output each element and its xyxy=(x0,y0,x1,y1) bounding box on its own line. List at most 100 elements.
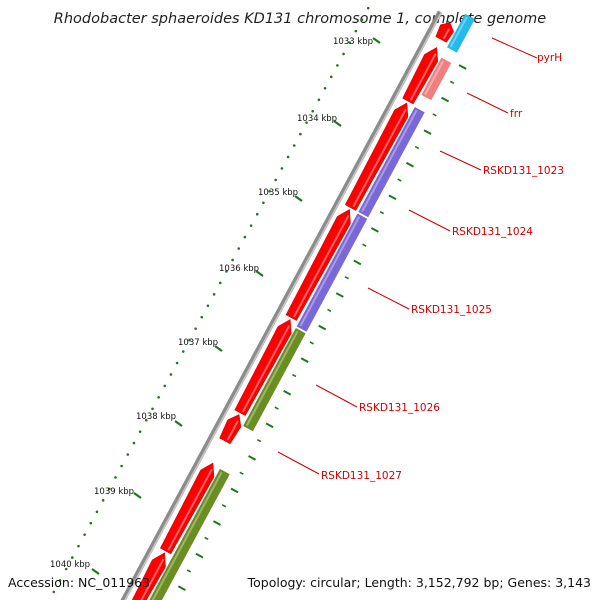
ruler-dot xyxy=(58,579,62,582)
tick-mark xyxy=(335,292,344,298)
kbp-label: 1039 kbp xyxy=(94,487,134,497)
kbp-tick xyxy=(255,270,264,277)
ruler-dot xyxy=(89,521,93,525)
ruler-dot xyxy=(292,144,296,147)
ruler-dot xyxy=(194,327,197,330)
gene-label[interactable]: pyrH xyxy=(537,52,562,64)
ruler-dot xyxy=(200,315,204,319)
ruler-dot xyxy=(317,98,321,102)
ruler-dot xyxy=(348,41,352,44)
tick-mark xyxy=(353,259,362,266)
ruler-dot xyxy=(126,453,130,456)
ruler-dot xyxy=(114,476,117,479)
ruler-dot xyxy=(144,418,148,422)
ruler-dot xyxy=(95,510,99,514)
cds-gloss xyxy=(409,53,437,101)
ruler-dot xyxy=(329,75,333,79)
gene-leader-line xyxy=(491,37,538,59)
ruler-dot xyxy=(305,121,308,124)
ruler-dot xyxy=(83,533,86,536)
ruler-dot xyxy=(138,430,142,433)
tick-mark xyxy=(344,276,349,280)
tick-mark xyxy=(256,438,262,443)
ruler-dot xyxy=(231,258,234,262)
feature-gloss xyxy=(424,60,444,95)
pyrH-feature xyxy=(446,13,476,53)
tick-mark xyxy=(432,113,437,117)
ruler-dot xyxy=(286,155,290,159)
tick-mark xyxy=(414,145,420,150)
cds-gloss xyxy=(293,215,350,318)
ruler-dot xyxy=(268,190,271,193)
kbp-tick xyxy=(214,345,223,352)
ruler-dot xyxy=(157,396,160,399)
feature-gloss xyxy=(245,330,299,426)
tick-mark xyxy=(379,210,385,215)
feature-gloss xyxy=(361,109,418,213)
tick-mark xyxy=(423,129,432,135)
cds-gloss xyxy=(352,108,407,208)
rskd131-1027-feature xyxy=(149,468,230,600)
gene-label[interactable]: RSKD131_1027 xyxy=(321,470,402,482)
ruler-dot xyxy=(311,109,315,113)
gene-leader-line xyxy=(315,384,358,408)
ruler-dot xyxy=(342,52,345,56)
tick-mark xyxy=(204,536,209,541)
tick-mark xyxy=(248,455,257,461)
kbp-label: 1036 kbp xyxy=(219,264,259,274)
kbp-dot-track xyxy=(52,6,370,594)
gene-label[interactable]: RSKD131_1025 xyxy=(411,304,492,316)
gene-leader-line xyxy=(439,150,482,171)
kbp-label: 1038 kbp xyxy=(136,412,176,422)
gene-label[interactable]: RSKD131_1026 xyxy=(359,402,440,414)
forward-cds-arrow xyxy=(159,462,215,555)
gene-label[interactable]: frr xyxy=(510,108,523,120)
kbp-tick xyxy=(133,492,142,499)
kbp-tick xyxy=(333,120,342,127)
ruler-dot xyxy=(206,304,210,308)
ruler-dot xyxy=(274,178,278,182)
cds-gloss xyxy=(140,558,165,600)
forward-cds-arrow xyxy=(344,102,409,211)
ruler-dot xyxy=(169,373,173,376)
ruler-dot xyxy=(323,87,327,90)
cds-gloss xyxy=(167,468,213,551)
cds-gloss xyxy=(226,420,239,441)
tick-mark xyxy=(309,341,314,345)
ruler-dot xyxy=(120,464,123,468)
ruler-dot xyxy=(225,270,228,273)
backbone-line xyxy=(120,10,443,600)
forward-cds-arrow xyxy=(219,414,242,445)
gene-label[interactable]: RSKD131_1023 xyxy=(483,165,564,177)
cds-gloss xyxy=(241,325,291,413)
rskd131-1024-feature xyxy=(296,213,368,332)
kbp-label: 1034 kbp xyxy=(297,114,337,124)
rskd131-1023-feature xyxy=(358,106,425,218)
kbp-label: 1037 kbp xyxy=(178,338,218,348)
ruler-dot xyxy=(151,407,154,411)
ruler-dot xyxy=(77,544,80,548)
gene-label[interactable]: RSKD131_1024 xyxy=(452,226,533,238)
ruler-dot xyxy=(218,281,222,285)
ruler-dot xyxy=(354,29,358,33)
kbp-label: 1040 kbp xyxy=(50,560,90,570)
ruler-dot xyxy=(101,499,105,502)
kbp-tick xyxy=(294,195,303,202)
kbp-tick xyxy=(91,568,100,575)
ruler-dot xyxy=(64,567,68,571)
backbone-track xyxy=(120,10,443,600)
feature-gloss xyxy=(151,471,223,600)
frr-feature xyxy=(421,57,452,101)
ruler-dot xyxy=(237,247,241,250)
tick-mark xyxy=(441,96,450,103)
ruler-dot xyxy=(212,293,216,296)
backbone-highlight xyxy=(124,12,443,600)
kbp-tick xyxy=(174,420,183,427)
feature-gloss xyxy=(299,216,361,327)
tick-mark xyxy=(397,178,402,182)
tick-mark xyxy=(221,504,227,508)
tick-mark xyxy=(300,357,309,363)
tick-mark xyxy=(212,520,221,526)
forward-cds-arrow xyxy=(234,319,292,416)
gene-leader-line xyxy=(277,451,320,475)
